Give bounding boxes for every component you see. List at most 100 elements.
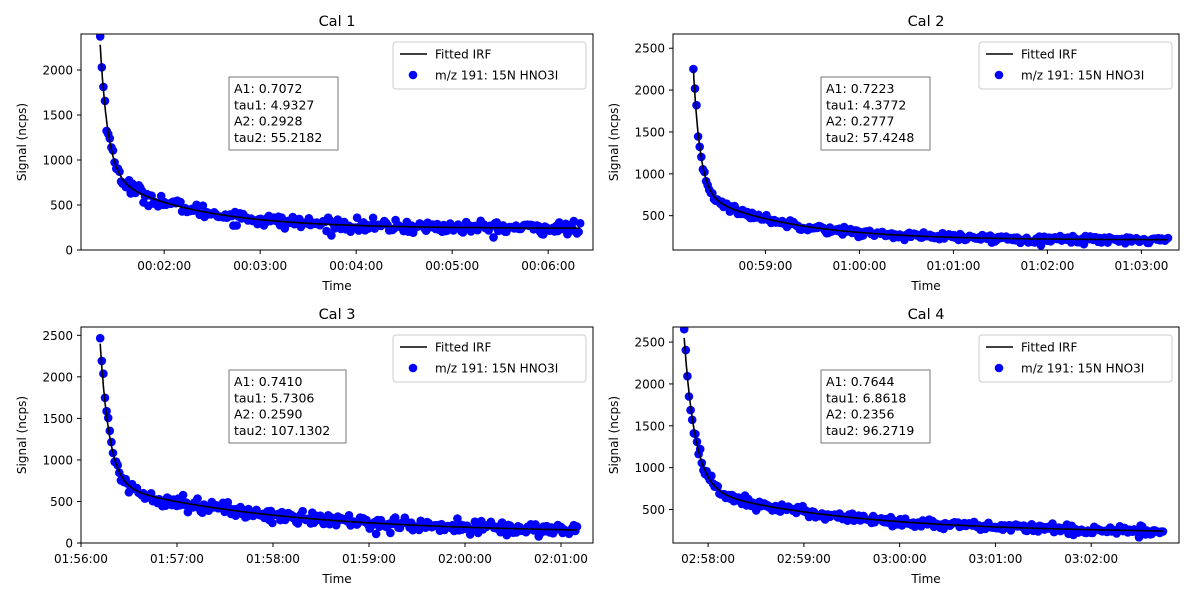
data-point xyxy=(176,197,185,207)
x-axis-label: Time xyxy=(910,572,940,586)
y-tick-label: 500 xyxy=(642,209,665,223)
y-tick-label: 0 xyxy=(65,244,73,258)
data-point xyxy=(689,64,698,74)
y-tick-label: 500 xyxy=(50,495,73,509)
chart-panel-4: 02:58:00 02:59:00 03:00:00 03:01:00 03:02:00… xyxy=(607,307,1180,586)
y-tick-label: 1500 xyxy=(42,412,73,426)
x-tick-label: 02:01:00 xyxy=(534,552,588,566)
chart-panel-2: 00:59:00 01:00:00 01:01:00 01:02:00 01:03:00… xyxy=(607,14,1180,293)
axes-frame xyxy=(80,326,594,544)
legend-box xyxy=(978,334,1173,383)
legend: Fitted IRF m/z 191: 15N HNO3I xyxy=(978,41,1173,90)
y-axis-label: Signal (ncps) xyxy=(607,396,621,474)
data-point xyxy=(713,482,723,491)
data-point xyxy=(193,494,202,503)
data-point xyxy=(178,490,188,500)
legend-label-data: m/z 191: 15N HNO3I xyxy=(435,362,558,376)
data-point xyxy=(1048,519,1057,528)
x-tick-label: 03:01:00 xyxy=(968,552,1022,566)
data-point xyxy=(572,522,582,531)
fit-parameter-text: tau2: 55.2182 xyxy=(234,130,322,145)
data-point xyxy=(371,529,381,539)
x-tick-label: 01:02:00 xyxy=(1020,259,1074,273)
legend: Fitted IRF m/z 191: 15N HNO3I xyxy=(978,334,1173,383)
data-point xyxy=(232,221,241,230)
data-point xyxy=(574,227,583,237)
fit-parameter-text: tau1: 4.9327 xyxy=(234,97,314,112)
y-axis-label: Signal (ncps) xyxy=(607,103,621,181)
legend-label-data: m/z 191: 15N HNO3I xyxy=(1021,362,1144,376)
legend-label-fit: Fitted IRF xyxy=(1021,48,1077,62)
x-tick-label: 01:03:00 xyxy=(1114,259,1168,273)
param-box-frame xyxy=(820,76,931,151)
y-tick-label: 1500 xyxy=(634,419,665,433)
param-box-frame xyxy=(228,369,347,444)
x-tick-label: 00:02:00 xyxy=(137,259,191,273)
x-tick-label: 02:58:00 xyxy=(681,552,735,566)
legend-marker-swatch xyxy=(408,363,418,373)
y-tick-label: 500 xyxy=(50,199,73,213)
fit-parameter-text: A1: 0.7223 xyxy=(826,81,894,96)
legend: Fitted IRF m/z 191: 15N HNO3I xyxy=(392,41,587,90)
legend-label-data: m/z 191: 15N HNO3I xyxy=(435,69,558,83)
x-tick-label: 03:00:00 xyxy=(873,552,927,566)
data-point xyxy=(692,100,701,110)
data-point xyxy=(477,516,486,526)
y-tick-label: 500 xyxy=(642,503,665,517)
data-point xyxy=(327,231,336,240)
legend-marker-swatch xyxy=(408,70,418,80)
x-axis-label: Time xyxy=(321,279,351,293)
fitted-irf-line xyxy=(99,343,577,531)
chart-title: Cal 2 xyxy=(908,14,945,30)
x-tick-label: 00:04:00 xyxy=(329,259,383,273)
y-tick-label: 1000 xyxy=(42,453,73,467)
x-tick-label: 00:03:00 xyxy=(233,259,287,273)
legend-label-fit: Fitted IRF xyxy=(1021,341,1077,355)
x-tick-label: 01:01:00 xyxy=(926,259,980,273)
x-tick-label: 01:00:00 xyxy=(832,259,886,273)
legend-label-fit: Fitted IRF xyxy=(435,341,491,355)
y-tick-label: 2000 xyxy=(42,370,73,384)
y-tick-label: 2500 xyxy=(42,329,73,343)
legend-box xyxy=(392,41,587,90)
legend: Fitted IRF m/z 191: 15N HNO3I xyxy=(392,334,587,383)
x-tick-label: 01:59:00 xyxy=(342,552,396,566)
y-tick-label: 2500 xyxy=(634,336,665,350)
y-tick-label: 1500 xyxy=(634,125,665,139)
data-point xyxy=(386,528,395,538)
data-point xyxy=(95,333,105,343)
axes-frame xyxy=(80,33,594,251)
fit-parameter-text: tau1: 4.3772 xyxy=(826,97,906,112)
fit-parameter-text: tau2: 57.4248 xyxy=(826,130,914,145)
chart-title: Cal 3 xyxy=(319,307,356,323)
data-points xyxy=(689,64,1173,250)
x-axis-label: Time xyxy=(321,572,351,586)
x-tick-label: 00:05:00 xyxy=(425,259,479,273)
data-point xyxy=(99,369,108,379)
x-tick-label: 03:02:00 xyxy=(1064,552,1118,566)
y-tick-label: 2500 xyxy=(634,42,665,56)
fit-parameter-text: tau2: 107.1302 xyxy=(234,423,330,438)
fit-parameter-text: tau2: 96.2719 xyxy=(826,423,914,438)
param-box-frame xyxy=(228,76,339,151)
chart-panel-1: 00:02:00 00:03:00 00:04:00 00:05:00 00:06:00… xyxy=(15,14,594,293)
fit-parameter-text: A1: 0.7644 xyxy=(826,374,894,389)
fitted-irf-line xyxy=(99,44,581,229)
fit-parameter-text: A2: 0.2356 xyxy=(826,407,894,422)
axes-frame xyxy=(672,33,1180,251)
x-tick-label: 00:59:00 xyxy=(738,259,792,273)
data-point xyxy=(575,219,585,228)
fit-parameter-text: A2: 0.2928 xyxy=(234,114,302,129)
data-point xyxy=(103,413,113,423)
y-tick-label: 1000 xyxy=(634,461,665,475)
legend-marker-swatch xyxy=(994,363,1004,373)
fitted-irf-line xyxy=(692,69,1168,241)
x-tick-label: 00:06:00 xyxy=(521,259,575,273)
legend-box xyxy=(392,334,587,383)
y-tick-label: 2000 xyxy=(42,64,73,78)
legend-label-data: m/z 191: 15N HNO3I xyxy=(1021,69,1144,83)
fit-parameter-text: tau1: 5.7306 xyxy=(234,390,314,405)
legend-box xyxy=(978,41,1173,90)
